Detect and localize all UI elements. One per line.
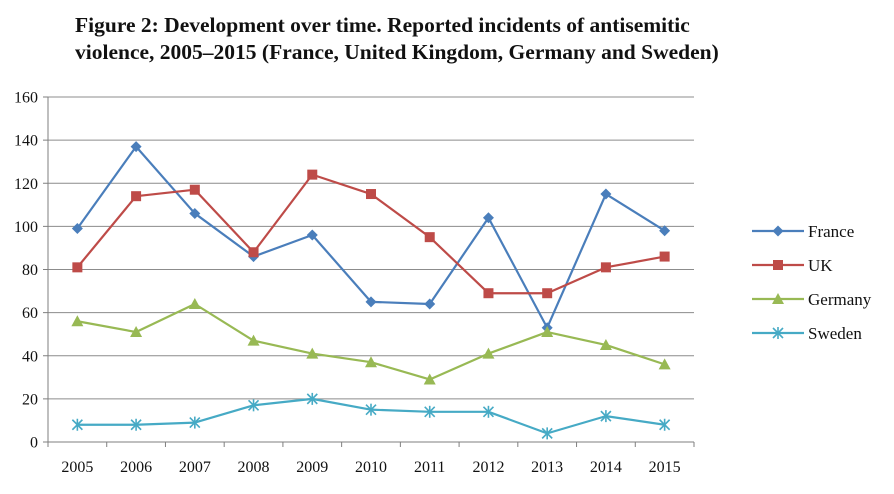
chart-title: Figure 2: Development over time. Reporte… [75,12,875,66]
data-point-sweden [541,427,553,440]
series-uk [72,169,670,299]
series-france [71,141,671,334]
legend-item-germany: Germany [752,290,872,309]
data-point-france [482,212,494,224]
legend-item-france: France [752,222,854,241]
x-tick-label: 2013 [531,459,563,476]
gridlines [48,96,694,400]
x-tick-label: 2008 [238,459,270,476]
x-tick-label: 2009 [296,459,328,476]
data-point-uk [542,288,553,299]
data-point-germany [130,326,143,338]
data-point-uk [600,262,611,273]
legend-item-sweden: Sweden [752,324,862,343]
legend-marker [772,327,784,339]
y-tick-label: 20 [22,391,38,408]
data-point-sweden [424,405,436,418]
chart-title-line-2: violence, 2005–2015 (France, United King… [75,40,719,64]
data-point-france [365,296,377,308]
x-tick-label: 2005 [61,459,93,476]
legend-label: Germany [808,290,872,309]
data-point-germany [247,334,260,346]
y-tick-label: 0 [30,435,38,452]
legend-label: Sweden [808,324,862,343]
data-point-uk [189,184,200,195]
series-line-germany [77,302,665,381]
data-point-uk [483,288,494,299]
data-point-sweden [130,418,142,431]
data-point-uk [366,189,376,200]
y-tick-label: 140 [14,133,38,150]
data-point-uk [307,169,318,180]
legend-marker [772,225,784,237]
chart-title-line-1: Figure 2: Development over time. Reporte… [75,13,690,37]
legend-label: UK [808,256,833,275]
legend-marker [772,293,784,304]
y-tick-label: 80 [22,262,38,279]
legend-marker [773,260,783,270]
data-point-sweden [71,418,83,431]
data-point-sweden [365,403,377,416]
x-tick-label: 2011 [414,459,445,476]
data-point-germany [599,338,612,350]
x-tick-label: 2010 [355,459,387,476]
y-tick-label: 160 [14,90,38,107]
y-axis-ticks: 0 20 40 60 80 100 120 140 160 [14,90,48,452]
data-point-france [130,141,142,153]
x-tick-label: 2015 [649,459,681,476]
y-tick-label: 40 [22,348,38,365]
data-point-germany [658,358,671,370]
legend-item-uk: UK [752,256,833,275]
data-point-germany [306,347,319,359]
y-tick-label: 60 [22,305,38,322]
y-tick-label: 120 [14,176,38,193]
data-point-germany [365,356,377,368]
series-sweden [71,392,671,440]
data-point-sweden [600,410,612,423]
data-point-france [600,188,612,200]
data-point-france [659,225,671,237]
data-point-france [189,207,201,219]
x-tick-label: 2007 [179,459,211,476]
x-tick-label: 2006 [120,459,152,476]
data-point-france [306,229,318,241]
data-point-sweden [482,405,495,418]
y-tick-label: 100 [14,219,38,236]
data-point-germany [423,373,436,385]
data-point-uk [72,262,83,273]
legend-label: France [808,222,854,241]
data-point-uk [131,191,142,202]
data-point-sweden [247,399,260,412]
data-point-france [71,223,83,235]
data-point-germany [71,315,84,327]
data-point-sweden [659,418,671,431]
x-axis-ticks: 2005 2006 2007 2008 2009 2010 2011 2012 2013 2014… [47,442,695,476]
x-tick-label: 2012 [472,459,504,476]
data-point-france [424,298,436,310]
data-point-uk [659,251,670,262]
data-point-germany [541,326,554,338]
data-point-germany [188,298,201,309]
series-germany [71,298,671,385]
series-layer [71,141,671,440]
data-point-uk [248,247,259,258]
data-point-uk [424,232,435,243]
data-point-sweden [306,392,318,405]
x-tick-label: 2014 [590,459,622,476]
data-point-germany [482,347,495,359]
legend: France UK Germany Sweden [752,222,872,343]
data-point-sweden [189,416,201,429]
